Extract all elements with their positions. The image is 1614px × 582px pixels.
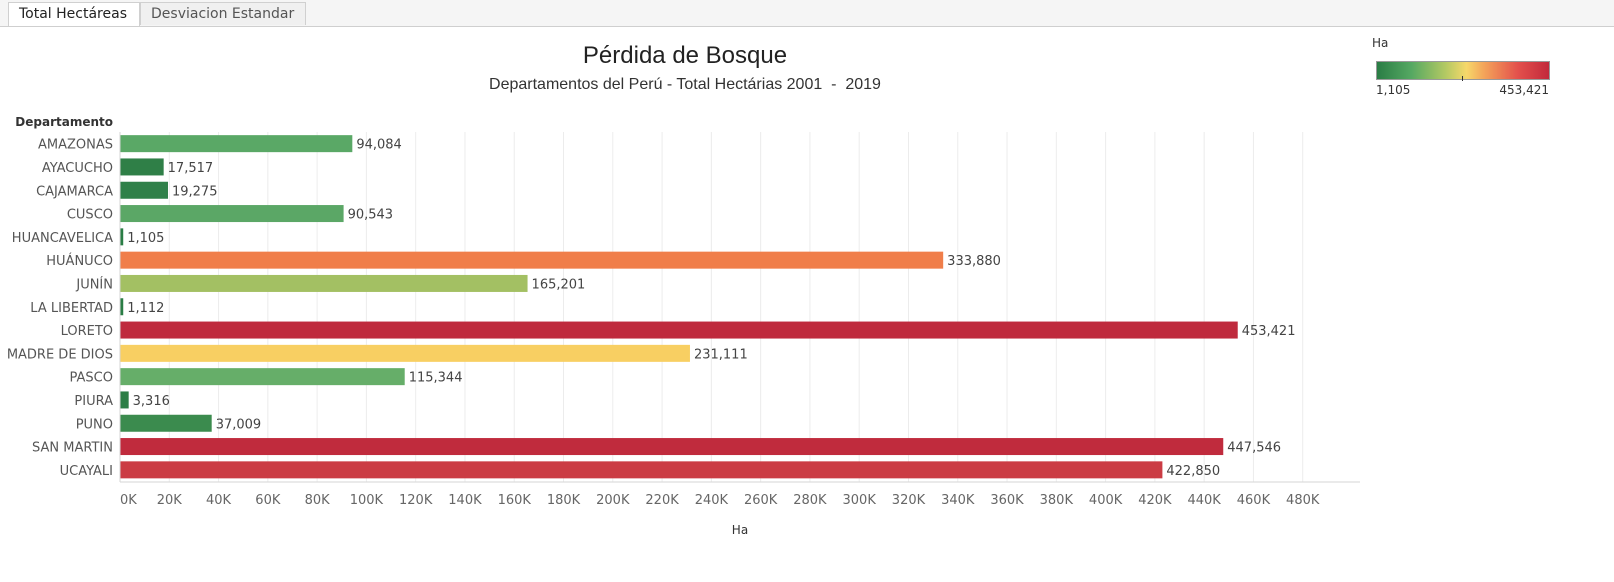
tab-bar: Total Hectáreas Desviacion Estandar bbox=[0, 0, 1614, 27]
value-label: 19,275 bbox=[172, 184, 218, 199]
value-label: 90,543 bbox=[348, 208, 394, 223]
value-label: 94,084 bbox=[356, 138, 402, 153]
x-tick-label: 160K bbox=[498, 493, 532, 508]
bar bbox=[120, 391, 129, 409]
category-label: CAJAMARCA bbox=[36, 184, 113, 199]
x-tick-label: 320K bbox=[892, 493, 926, 508]
legend-marker bbox=[1462, 76, 1463, 81]
bar bbox=[120, 321, 1238, 339]
value-label: 1,105 bbox=[127, 231, 164, 246]
value-label: 37,009 bbox=[216, 417, 262, 432]
chart-subtitle: Departamentos del Perú - Total Hectárias… bbox=[489, 76, 881, 93]
x-tick-label: 40K bbox=[206, 493, 232, 508]
x-tick-label: 380K bbox=[1040, 493, 1074, 508]
category-label: PIURA bbox=[74, 394, 113, 409]
category-label: AMAZONAS bbox=[38, 138, 113, 153]
value-label: 3,316 bbox=[133, 394, 170, 409]
x-tick-label: 420K bbox=[1138, 493, 1172, 508]
category-label: HUANCAVELICA bbox=[12, 231, 113, 246]
x-tick-label: 300K bbox=[843, 493, 877, 508]
category-label: HUÁNUCO bbox=[46, 253, 113, 269]
bar bbox=[120, 228, 124, 246]
chart-title: Pérdida de Bosque bbox=[582, 42, 788, 69]
x-tick-label: 360K bbox=[990, 493, 1024, 508]
bar bbox=[120, 298, 124, 316]
bar bbox=[120, 461, 1163, 479]
bar bbox=[120, 158, 164, 176]
legend-title: Ha bbox=[1372, 36, 1389, 50]
value-label: 115,344 bbox=[409, 371, 463, 386]
bar bbox=[120, 414, 212, 432]
value-label: 1,112 bbox=[127, 301, 164, 316]
x-tick-label: 200K bbox=[596, 493, 630, 508]
x-tick-label: 0K bbox=[120, 493, 137, 508]
category-label: LORETO bbox=[61, 324, 113, 339]
x-tick-label: 20K bbox=[157, 493, 183, 508]
bar bbox=[120, 438, 1224, 456]
x-tick-label: 180K bbox=[547, 493, 581, 508]
category-label: PUNO bbox=[76, 417, 113, 432]
tab-desviacion-estandar[interactable]: Desviacion Estandar bbox=[140, 2, 306, 25]
value-label: 17,517 bbox=[168, 161, 214, 176]
x-axis-title: Ha bbox=[731, 523, 749, 537]
x-tick-label: 140K bbox=[448, 493, 482, 508]
value-label: 231,111 bbox=[694, 347, 748, 362]
bar bbox=[120, 205, 344, 223]
legend-min-label: 1,105 bbox=[1376, 83, 1411, 97]
bar bbox=[120, 135, 353, 153]
value-label: 333,880 bbox=[947, 254, 1001, 269]
category-label: PASCO bbox=[70, 371, 113, 386]
x-tick-label: 220K bbox=[645, 493, 679, 508]
value-label: 165,201 bbox=[532, 277, 586, 292]
bar bbox=[120, 251, 944, 269]
category-label: AYACUCHO bbox=[42, 161, 113, 176]
color-legend-gradient bbox=[1376, 61, 1550, 80]
x-tick-label: 440K bbox=[1187, 493, 1221, 508]
category-label: MADRE DE DIOS bbox=[7, 347, 113, 362]
tab-total-hectareas[interactable]: Total Hectáreas bbox=[8, 2, 140, 26]
category-label: JUNÍN bbox=[75, 276, 113, 292]
row-header: Departamento bbox=[15, 115, 113, 129]
value-label: 447,546 bbox=[1227, 441, 1281, 456]
category-label: LA LIBERTAD bbox=[30, 301, 113, 316]
x-tick-label: 100K bbox=[350, 493, 384, 508]
x-tick-label: 400K bbox=[1089, 493, 1123, 508]
legend-max-label: 453,421 bbox=[1499, 83, 1549, 97]
x-tick-label: 260K bbox=[744, 493, 778, 508]
x-tick-label: 280K bbox=[793, 493, 827, 508]
value-label: 422,850 bbox=[1166, 464, 1220, 479]
bar bbox=[120, 344, 690, 362]
x-tick-label: 80K bbox=[305, 493, 331, 508]
x-tick-label: 480K bbox=[1286, 493, 1320, 508]
category-label: CUSCO bbox=[67, 208, 113, 223]
x-tick-label: 340K bbox=[941, 493, 975, 508]
x-tick-label: 460K bbox=[1237, 493, 1271, 508]
bar bbox=[120, 274, 528, 292]
bar bbox=[120, 368, 405, 386]
category-label: UCAYALI bbox=[60, 464, 113, 479]
x-tick-label: 60K bbox=[255, 493, 281, 508]
x-tick-label: 240K bbox=[695, 493, 729, 508]
x-tick-label: 120K bbox=[399, 493, 433, 508]
bar bbox=[120, 181, 168, 199]
category-label: SAN MARTIN bbox=[32, 441, 113, 456]
value-label: 453,421 bbox=[1242, 324, 1296, 339]
